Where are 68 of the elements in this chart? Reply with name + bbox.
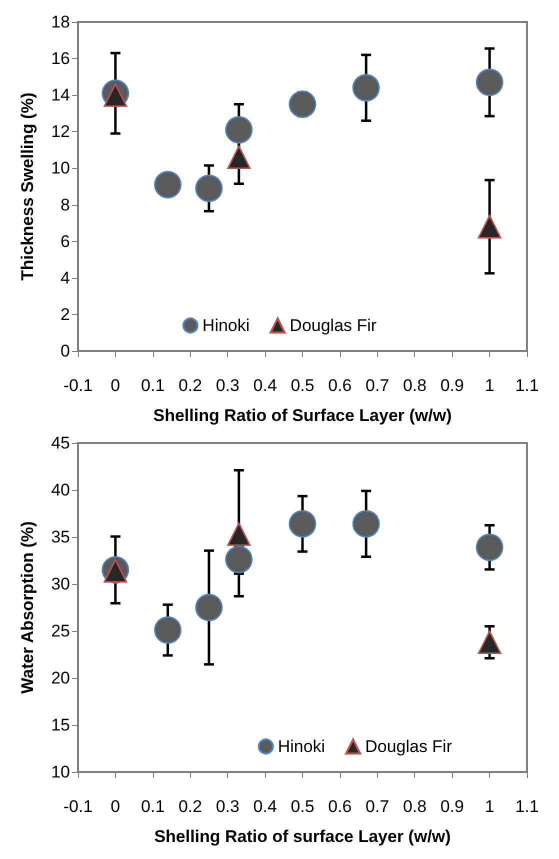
y-tick-label: 40 <box>51 480 70 500</box>
point <box>478 630 502 654</box>
y-tick-label: 25 <box>51 622 70 640</box>
x-tick-label: 0.2 <box>178 376 202 395</box>
x-tick-label: 0.4 <box>253 376 277 395</box>
y-tick-label: 18 <box>51 12 70 32</box>
y-axis-title: Water Absorption (%) <box>18 521 37 694</box>
x-tick-label: 0 <box>110 376 120 395</box>
x-tick-label: 0.2 <box>178 797 202 816</box>
x-tick-label: 0.7 <box>366 797 390 816</box>
point <box>154 616 182 644</box>
x-tick-label: -0.1 <box>63 797 93 816</box>
point <box>225 116 253 144</box>
x-tick-label: 0.3 <box>216 797 240 816</box>
x-tick-label: 0.1 <box>141 797 165 816</box>
y-tick-label: 16 <box>51 49 70 68</box>
legend-label: Douglas Fir <box>365 737 452 756</box>
point <box>288 510 316 538</box>
point <box>288 90 316 118</box>
y-tick-label: 15 <box>51 716 70 734</box>
x-tick-label: 0.8 <box>402 797 427 816</box>
y-tick-label: 30 <box>51 574 70 594</box>
x-tick-label: 0 <box>110 797 120 816</box>
x-tick-label: 1 <box>484 797 494 816</box>
x-tick-label: 0.6 <box>328 376 352 395</box>
x-tick-label: 0.3 <box>216 376 240 395</box>
y-tick-label: 6 <box>60 232 70 251</box>
x-tick-label: -0.1 <box>63 376 93 395</box>
point <box>154 170 182 198</box>
x-axis-title: Shelling Ratio of surface Layer (w/w) <box>154 827 451 846</box>
x-tick-label: 0.9 <box>440 376 464 395</box>
y-tick-label: 10 <box>51 762 70 782</box>
x-tick-label: 0.5 <box>290 376 314 395</box>
y-tick-label: 35 <box>51 528 70 546</box>
y-tick-label: 4 <box>60 268 70 288</box>
x-tick-label: 0.7 <box>366 376 390 395</box>
y-tick-label: 12 <box>51 122 70 142</box>
point <box>227 522 251 546</box>
point <box>195 594 223 622</box>
point <box>195 174 223 202</box>
point <box>352 74 380 102</box>
legend-label: Hinoki <box>278 737 326 756</box>
x-tick-label: 0.6 <box>328 797 352 816</box>
x-tick-label: 0.5 <box>290 797 314 816</box>
point <box>478 214 502 238</box>
y-tick-label: 10 <box>51 158 70 178</box>
point <box>225 546 253 574</box>
y-axis-title: Thickness Swelling (%) <box>18 92 37 280</box>
y-tick-label: 2 <box>60 304 70 324</box>
y-tick-label: 45 <box>51 434 70 452</box>
legend-label: Hinoki <box>202 316 250 335</box>
x-tick-label: 1 <box>484 376 494 395</box>
x-axis-title: Shelling Ratio of Surface Layer (w/w) <box>153 406 452 425</box>
legend-label: Douglas Fir <box>290 316 377 335</box>
y-tick-label: 8 <box>60 195 70 214</box>
x-tick-label: 0.8 <box>402 376 427 395</box>
x-tick-label: 1.1 <box>515 376 539 395</box>
x-tick-label: 0.4 <box>253 797 277 816</box>
x-tick-label: 1.1 <box>515 797 539 816</box>
y-tick-label: 20 <box>51 668 70 688</box>
point <box>476 534 504 562</box>
point <box>227 146 251 170</box>
x-tick-label: 0.1 <box>141 376 165 395</box>
y-tick-label: 0 <box>60 342 70 360</box>
y-tick-label: 14 <box>51 86 70 105</box>
point <box>352 510 380 538</box>
point <box>476 68 504 96</box>
x-tick-label: 0.9 <box>440 797 464 816</box>
